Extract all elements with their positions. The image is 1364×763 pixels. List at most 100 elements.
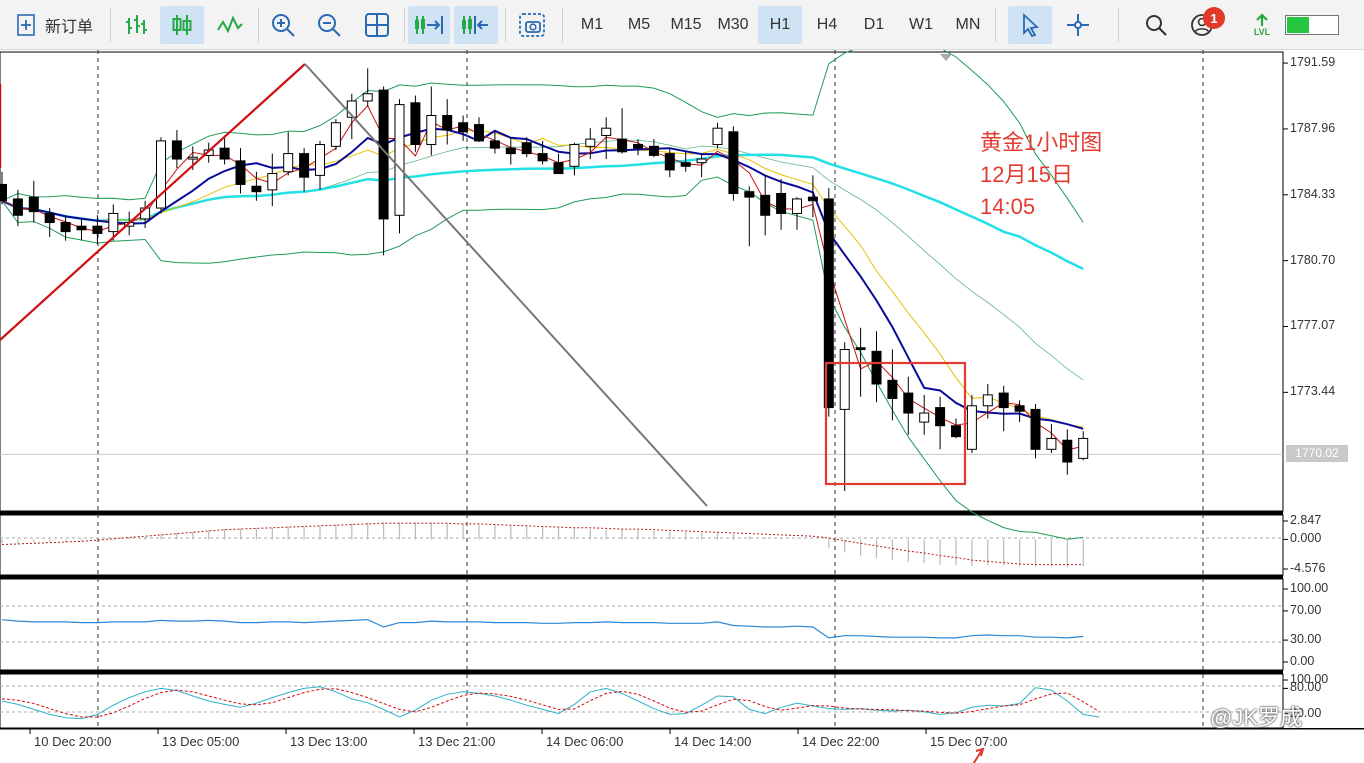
pane-price [0, 51, 1284, 512]
ma-slow-line [1, 153, 1084, 271]
pane-divider [0, 575, 1283, 579]
candle-body [299, 153, 310, 178]
candle-body [839, 349, 850, 410]
candle-body [855, 347, 866, 351]
candle-body [283, 153, 294, 173]
price-tick-label: 1791.59 [1290, 55, 1336, 70]
timeframe-mn[interactable]: MN [955, 16, 981, 33]
candle-body [617, 138, 628, 153]
ma-medium-line [1, 129, 1084, 428]
search-icon [1146, 15, 1167, 36]
grid-button[interactable] [356, 6, 398, 44]
candle-body [235, 160, 246, 185]
candle-body [871, 350, 882, 385]
candle-body [982, 394, 993, 407]
candle-body [489, 140, 500, 149]
rsi-tick-label: 0.00 [1290, 654, 1315, 668]
arrow-mark [972, 747, 985, 763]
time-tick-label: 15 Dec 07:00 [930, 734, 1008, 749]
candle-body [648, 145, 659, 156]
macd-tick-label: 2.847 [1290, 513, 1322, 527]
candle-body [330, 122, 341, 147]
zoom-in-button[interactable] [262, 6, 304, 44]
signal-level-button[interactable]: LVL [1244, 8, 1280, 42]
candle-body [712, 127, 723, 146]
rsi-tick-label: 30.00 [1290, 632, 1322, 647]
watermark: @JK罗成 [1210, 705, 1303, 730]
candle-body [1046, 437, 1057, 450]
macd-tick-label: -4.576 [1290, 561, 1326, 575]
grid-icon [365, 13, 389, 37]
zoom-in-icon [272, 14, 295, 37]
timeframe-m5[interactable]: M5 [627, 16, 651, 33]
candle-body [156, 140, 166, 209]
price-tick-label: 1787.96 [1290, 120, 1336, 135]
candle-body [362, 93, 373, 102]
candle-body [919, 412, 930, 423]
signal-icon [1256, 13, 1268, 26]
timeframe-d1[interactable]: D1 [863, 16, 885, 33]
stochastic-tick-label: 80.00 [1290, 680, 1322, 695]
time-tick-label: 14 Dec 06:00 [546, 734, 624, 749]
price-tick-label: 1784.33 [1290, 186, 1336, 201]
screenshot-button[interactable] [510, 6, 554, 44]
lvl-label: LVL [1253, 27, 1271, 37]
timeframe-m15[interactable]: M15 [670, 16, 702, 33]
price-tick-label: 1773.44 [1290, 384, 1336, 399]
timeframe-m30[interactable]: M30 [717, 16, 749, 33]
pane-divider [0, 670, 1283, 674]
line-chart-button[interactable] [208, 6, 252, 44]
bollinger-upper-line [1, 50, 1084, 223]
timeframe-h1[interactable]: H1 [758, 6, 802, 44]
new-order-button[interactable]: 新订单 [8, 6, 100, 44]
toolbar-separator [1118, 8, 1119, 42]
candle-body [1078, 437, 1089, 459]
candlestick-button[interactable] [160, 6, 204, 44]
candle-body [219, 147, 230, 160]
timeframe-m1[interactable]: M1 [580, 16, 604, 33]
candle-body [823, 198, 834, 409]
auto-scroll-icon [415, 16, 443, 34]
price-tick-label: 1780.70 [1290, 252, 1336, 267]
notification-badge: 1 [1203, 7, 1225, 29]
candle-body [0, 183, 7, 202]
auto-scroll-button[interactable] [408, 6, 450, 44]
candle-body [442, 114, 453, 131]
toolbar: 新订单 M1 M5 M15 M30 H1 H4 D1 W1 MN 1 [0, 0, 1364, 50]
trend-line-up [0, 63, 306, 341]
crosshair-button[interactable] [1056, 6, 1100, 44]
timeframe-h4[interactable]: H4 [816, 16, 838, 33]
candle-body [474, 124, 484, 142]
stochastic-signal-line [1, 688, 1100, 718]
time-tick-label: 14 Dec 14:00 [674, 734, 752, 749]
zoom-out-button[interactable] [308, 6, 350, 44]
candle-body [728, 131, 739, 195]
candle-body [903, 392, 914, 414]
candle-body [951, 425, 961, 438]
time-tick-label: 13 Dec 13:00 [290, 734, 368, 749]
cursor-button[interactable] [1008, 6, 1052, 44]
candle-body [1030, 408, 1041, 450]
time-tick-label: 13 Dec 05:00 [162, 734, 240, 749]
rsi-tick-label: 100.00 [1290, 581, 1329, 595]
bar-chart-button[interactable] [116, 6, 156, 44]
candle-body [92, 225, 103, 234]
time-tick-label: 14 Dec 22:00 [802, 734, 880, 749]
candle-body [171, 140, 182, 160]
candle-body [935, 407, 946, 427]
timeframe-w1[interactable]: W1 [909, 16, 933, 33]
pane-divider [0, 728, 1364, 730]
candle-body [776, 193, 787, 214]
toolbar-separator [562, 8, 563, 42]
annotation-line-2: 12月15日 [980, 162, 1073, 187]
annotation-line-3: 14:05 [980, 194, 1036, 219]
chart-shift-button[interactable] [454, 6, 498, 44]
rsi-tick-label: 70.00 [1290, 602, 1322, 617]
candle-body [394, 104, 405, 216]
price-chart[interactable] [0, 50, 1364, 763]
candle-body [553, 162, 564, 175]
candle-body [505, 147, 516, 155]
search-button[interactable] [1136, 6, 1176, 44]
candle-body [633, 144, 643, 149]
candle-body [601, 127, 612, 136]
